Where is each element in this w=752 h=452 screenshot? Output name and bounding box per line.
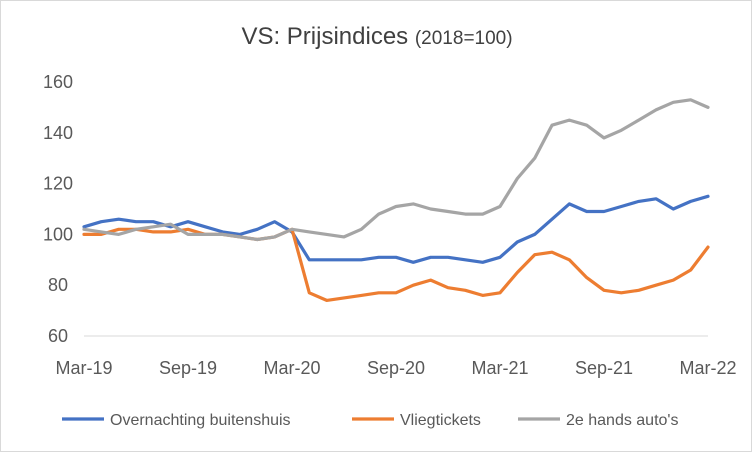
x-tick-label: Sep-19 xyxy=(159,358,217,378)
y-tick-label: 60 xyxy=(48,326,68,346)
x-axis-ticks: Mar-19 Sep-19 Mar-20 Sep-20 Mar-21 Sep-21 Mar-… xyxy=(55,358,736,378)
legend-label: 2e hands auto's xyxy=(566,412,678,429)
x-tick-label: Sep-21 xyxy=(575,358,633,378)
x-tick-label: Mar-19 xyxy=(55,358,112,378)
series-line xyxy=(82,194,710,264)
chart-title-main: VS: Prijsindices xyxy=(241,23,409,50)
y-tick-label: 80 xyxy=(48,275,68,295)
x-tick-label: Mar-22 xyxy=(679,358,736,378)
series-line xyxy=(82,227,710,302)
legend-label: Vliegtickets xyxy=(400,412,481,429)
y-tick-label: 100 xyxy=(43,224,73,244)
x-tick-label: Mar-20 xyxy=(263,358,320,378)
y-axis-ticks: 60 80 100 120 140 160 xyxy=(43,72,73,346)
x-tick-label: Mar-21 xyxy=(471,358,528,378)
y-tick-label: 120 xyxy=(43,174,73,194)
chart-subtitle: (2018=100) xyxy=(414,28,513,49)
series-line xyxy=(82,98,710,242)
y-tick-label: 140 xyxy=(43,123,73,143)
legend-label: Overnachting buitenshuis xyxy=(110,412,291,429)
legend: Overnachting buitenshuis Vliegtickets 2e h… xyxy=(62,412,678,429)
y-tick-label: 160 xyxy=(43,72,73,92)
series-lines xyxy=(82,98,710,302)
x-tick-label: Sep-20 xyxy=(367,358,425,378)
chart-title: VS: Prijsindices (2018=100) xyxy=(1,23,752,51)
